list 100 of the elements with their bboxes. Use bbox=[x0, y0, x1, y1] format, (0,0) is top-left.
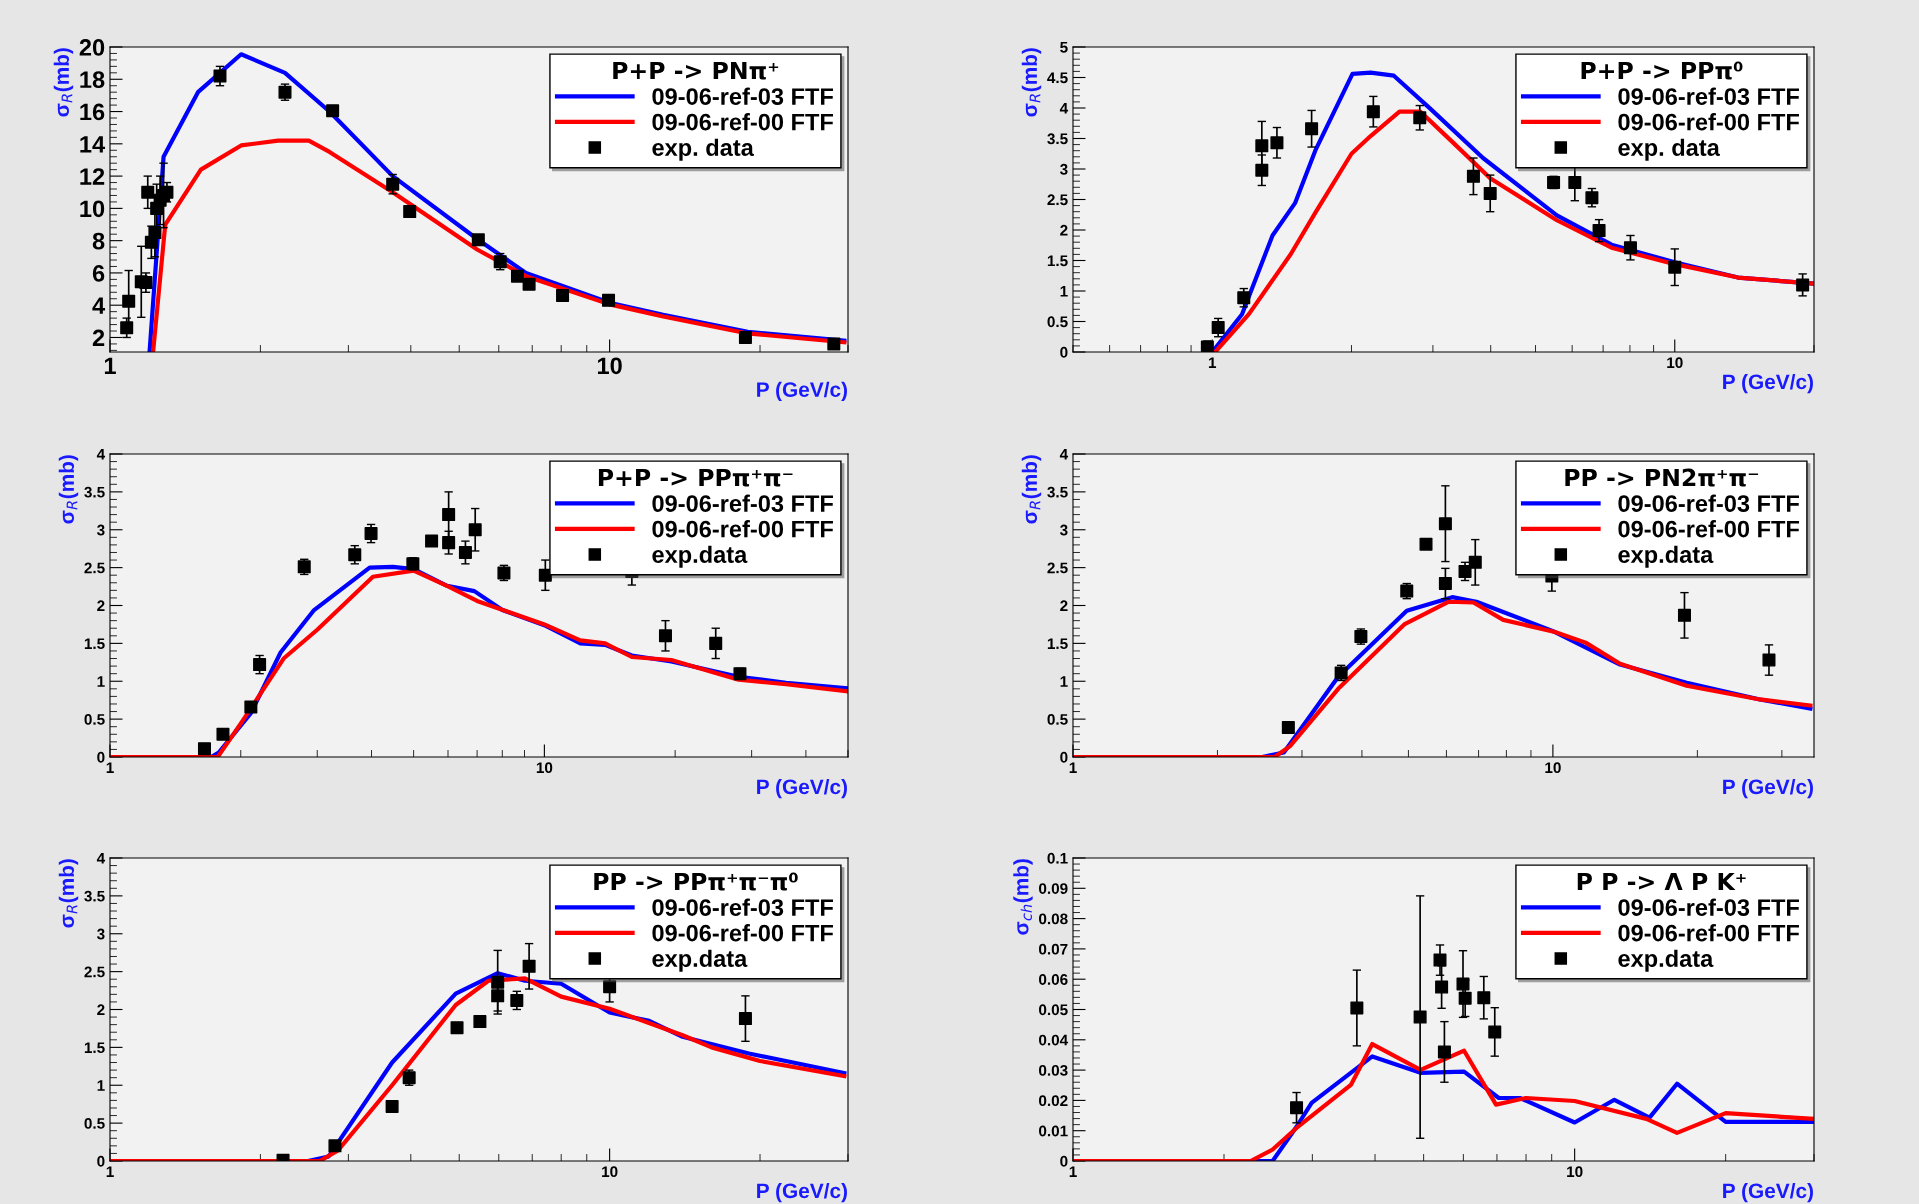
x-tick-label: 10 bbox=[536, 762, 553, 774]
y-tick-label: 3.5 bbox=[84, 486, 105, 498]
y-tick-label: 3.5 bbox=[84, 890, 105, 902]
legend-label: exp.data bbox=[1618, 545, 1714, 568]
y-axis-title: σ$_{ch}$(mb) bbox=[1013, 859, 1033, 935]
x-axis-title: P (GeV/c) bbox=[757, 778, 847, 799]
y-tick-label: 0 bbox=[97, 1155, 105, 1167]
y-tick-label: 0.07 bbox=[1039, 943, 1068, 955]
y-tick-label: 1 bbox=[1060, 676, 1068, 687]
y-tick-label: 10 bbox=[80, 200, 105, 218]
legend-label: exp.data bbox=[652, 545, 748, 568]
x-axis-title: P (GeV/c) bbox=[757, 1182, 847, 1203]
legend-label: 09-06-ref-00 FTF bbox=[1618, 113, 1799, 131]
y-axis-title: σ$_{R}$(mb) bbox=[1021, 48, 1042, 117]
legend-label: 09-06-ref-00 FTF bbox=[1618, 924, 1799, 942]
legend-title: PP -> PPπ⁺π⁻π⁰ bbox=[594, 872, 798, 891]
y-tick-label: 4 bbox=[96, 853, 106, 864]
y-tick-label: 0.08 bbox=[1039, 913, 1068, 925]
y-tick-label: 1.5 bbox=[1047, 255, 1068, 267]
x-axis-title: P (GeV/c) bbox=[1723, 1182, 1813, 1203]
y-tick-label: 4 bbox=[96, 449, 106, 460]
y-tick-label: 2 bbox=[97, 1004, 105, 1016]
y-tick-label: 0 bbox=[1060, 1155, 1068, 1167]
y-tick-label: 0.5 bbox=[1047, 713, 1068, 725]
y-tick-label: 6 bbox=[92, 264, 105, 282]
x-tick-label: 1 bbox=[1069, 762, 1077, 773]
y-axis-title: σ$_{R}$(mb) bbox=[58, 859, 79, 928]
y-tick-label: 14 bbox=[80, 136, 106, 153]
y-tick-label: 16 bbox=[80, 103, 105, 121]
legend-label: 09-06-ref-00 FTF bbox=[652, 520, 833, 538]
x-tick-label: 10 bbox=[602, 1166, 618, 1178]
legend-label: exp.data bbox=[652, 949, 748, 972]
y-tick-label: 2.5 bbox=[1047, 194, 1068, 206]
legend-label: 09-06-ref-00 FTF bbox=[652, 924, 833, 942]
y-tick-label: 5 bbox=[1060, 42, 1068, 53]
y-tick-label: 0.01 bbox=[1039, 1125, 1068, 1137]
y-tick-label: 1.5 bbox=[1047, 638, 1068, 650]
y-tick-label: 4.5 bbox=[1047, 72, 1068, 84]
y-tick-label: 0.04 bbox=[1039, 1034, 1069, 1046]
y-tick-label: 1.5 bbox=[84, 1042, 105, 1054]
y-tick-label: 0 bbox=[97, 751, 105, 763]
y-tick-label: 3 bbox=[96, 928, 105, 940]
x-axis-title: P (GeV/c) bbox=[757, 381, 847, 402]
x-tick-label: 10 bbox=[1667, 357, 1683, 369]
y-tick-label: 0.06 bbox=[1039, 974, 1068, 985]
y-tick-label: 0.5 bbox=[1047, 316, 1068, 328]
y-tick-label: 4 bbox=[92, 297, 106, 314]
y-tick-label: 8 bbox=[92, 232, 105, 250]
y-tick-label: 2 bbox=[1060, 224, 1068, 236]
y-tick-label: 2 bbox=[1060, 600, 1068, 612]
x-tick-label: 10 bbox=[1567, 1166, 1583, 1178]
legend-label: exp. data bbox=[1618, 138, 1720, 161]
legend-title: P+P -> PPπ⁺π⁻ bbox=[598, 468, 793, 487]
y-tick-label: 0.02 bbox=[1039, 1095, 1068, 1107]
y-tick-label: 1 bbox=[97, 676, 105, 687]
y-tick-label: 12 bbox=[80, 168, 105, 185]
legend-label: 09-06-ref-03 FTF bbox=[1618, 898, 1799, 916]
y-axis-title: σ$_{R}$(mb) bbox=[58, 455, 79, 524]
x-axis-title: P (GeV/c) bbox=[1723, 778, 1813, 799]
legend-label: exp. data bbox=[652, 138, 754, 161]
y-tick-label: 2 bbox=[92, 329, 105, 347]
y-tick-label: 2.5 bbox=[84, 562, 105, 574]
y-tick-label: 3.5 bbox=[1047, 133, 1068, 145]
x-axis-title: P (GeV/c) bbox=[1723, 373, 1813, 394]
x-tick-label: 1 bbox=[106, 762, 114, 773]
legend-label: 09-06-ref-03 FTF bbox=[652, 898, 833, 916]
y-tick-label: 4 bbox=[1059, 449, 1069, 460]
legend-label: 09-06-ref-03 FTF bbox=[1618, 494, 1799, 512]
y-tick-label: 3 bbox=[1059, 163, 1068, 175]
x-tick-label: 1 bbox=[1069, 1166, 1077, 1177]
y-tick-label: 0.03 bbox=[1039, 1064, 1068, 1076]
y-tick-label: 0.09 bbox=[1039, 883, 1068, 894]
x-tick-label: 10 bbox=[597, 357, 622, 375]
x-tick-label: 1 bbox=[1208, 357, 1217, 368]
legend-label: 09-06-ref-00 FTF bbox=[652, 113, 833, 131]
legend-label: 09-06-ref-00 FTF bbox=[1618, 520, 1799, 538]
y-tick-label: 3 bbox=[1059, 524, 1068, 536]
legend-label: exp.data bbox=[1618, 949, 1714, 972]
y-axis-title: σ$_{R}$(mb) bbox=[1021, 455, 1042, 524]
legend-title: PP -> PN2π⁺π⁻ bbox=[1565, 468, 1759, 487]
y-tick-label: 2.5 bbox=[1047, 562, 1068, 574]
y-tick-label: 0.1 bbox=[1047, 852, 1068, 864]
y-tick-label: 4 bbox=[1059, 103, 1069, 114]
legend-title: P+P -> PPπ⁰ bbox=[1581, 61, 1743, 80]
x-tick-label: 10 bbox=[1545, 762, 1561, 774]
y-tick-label: 0 bbox=[1060, 346, 1068, 358]
legend-label: 09-06-ref-03 FTF bbox=[652, 87, 833, 105]
y-tick-label: 2.5 bbox=[84, 966, 105, 978]
y-tick-label: 1.5 bbox=[84, 638, 105, 650]
legend-label: 09-06-ref-03 FTF bbox=[652, 494, 833, 512]
y-tick-label: 1 bbox=[1060, 286, 1068, 297]
y-axis-title: σ$_{R}$(mb) bbox=[53, 48, 74, 117]
y-tick-label: 20 bbox=[79, 39, 105, 56]
y-tick-label: 3.5 bbox=[1047, 486, 1068, 498]
y-tick-label: 2 bbox=[97, 600, 105, 612]
y-tick-label: 18 bbox=[80, 71, 105, 89]
legend-label: 09-06-ref-03 FTF bbox=[1618, 87, 1799, 105]
y-tick-label: 0.5 bbox=[84, 1117, 105, 1129]
legend-title: P+P -> PNπ⁺ bbox=[613, 61, 779, 80]
y-tick-label: 1 bbox=[97, 1080, 105, 1091]
